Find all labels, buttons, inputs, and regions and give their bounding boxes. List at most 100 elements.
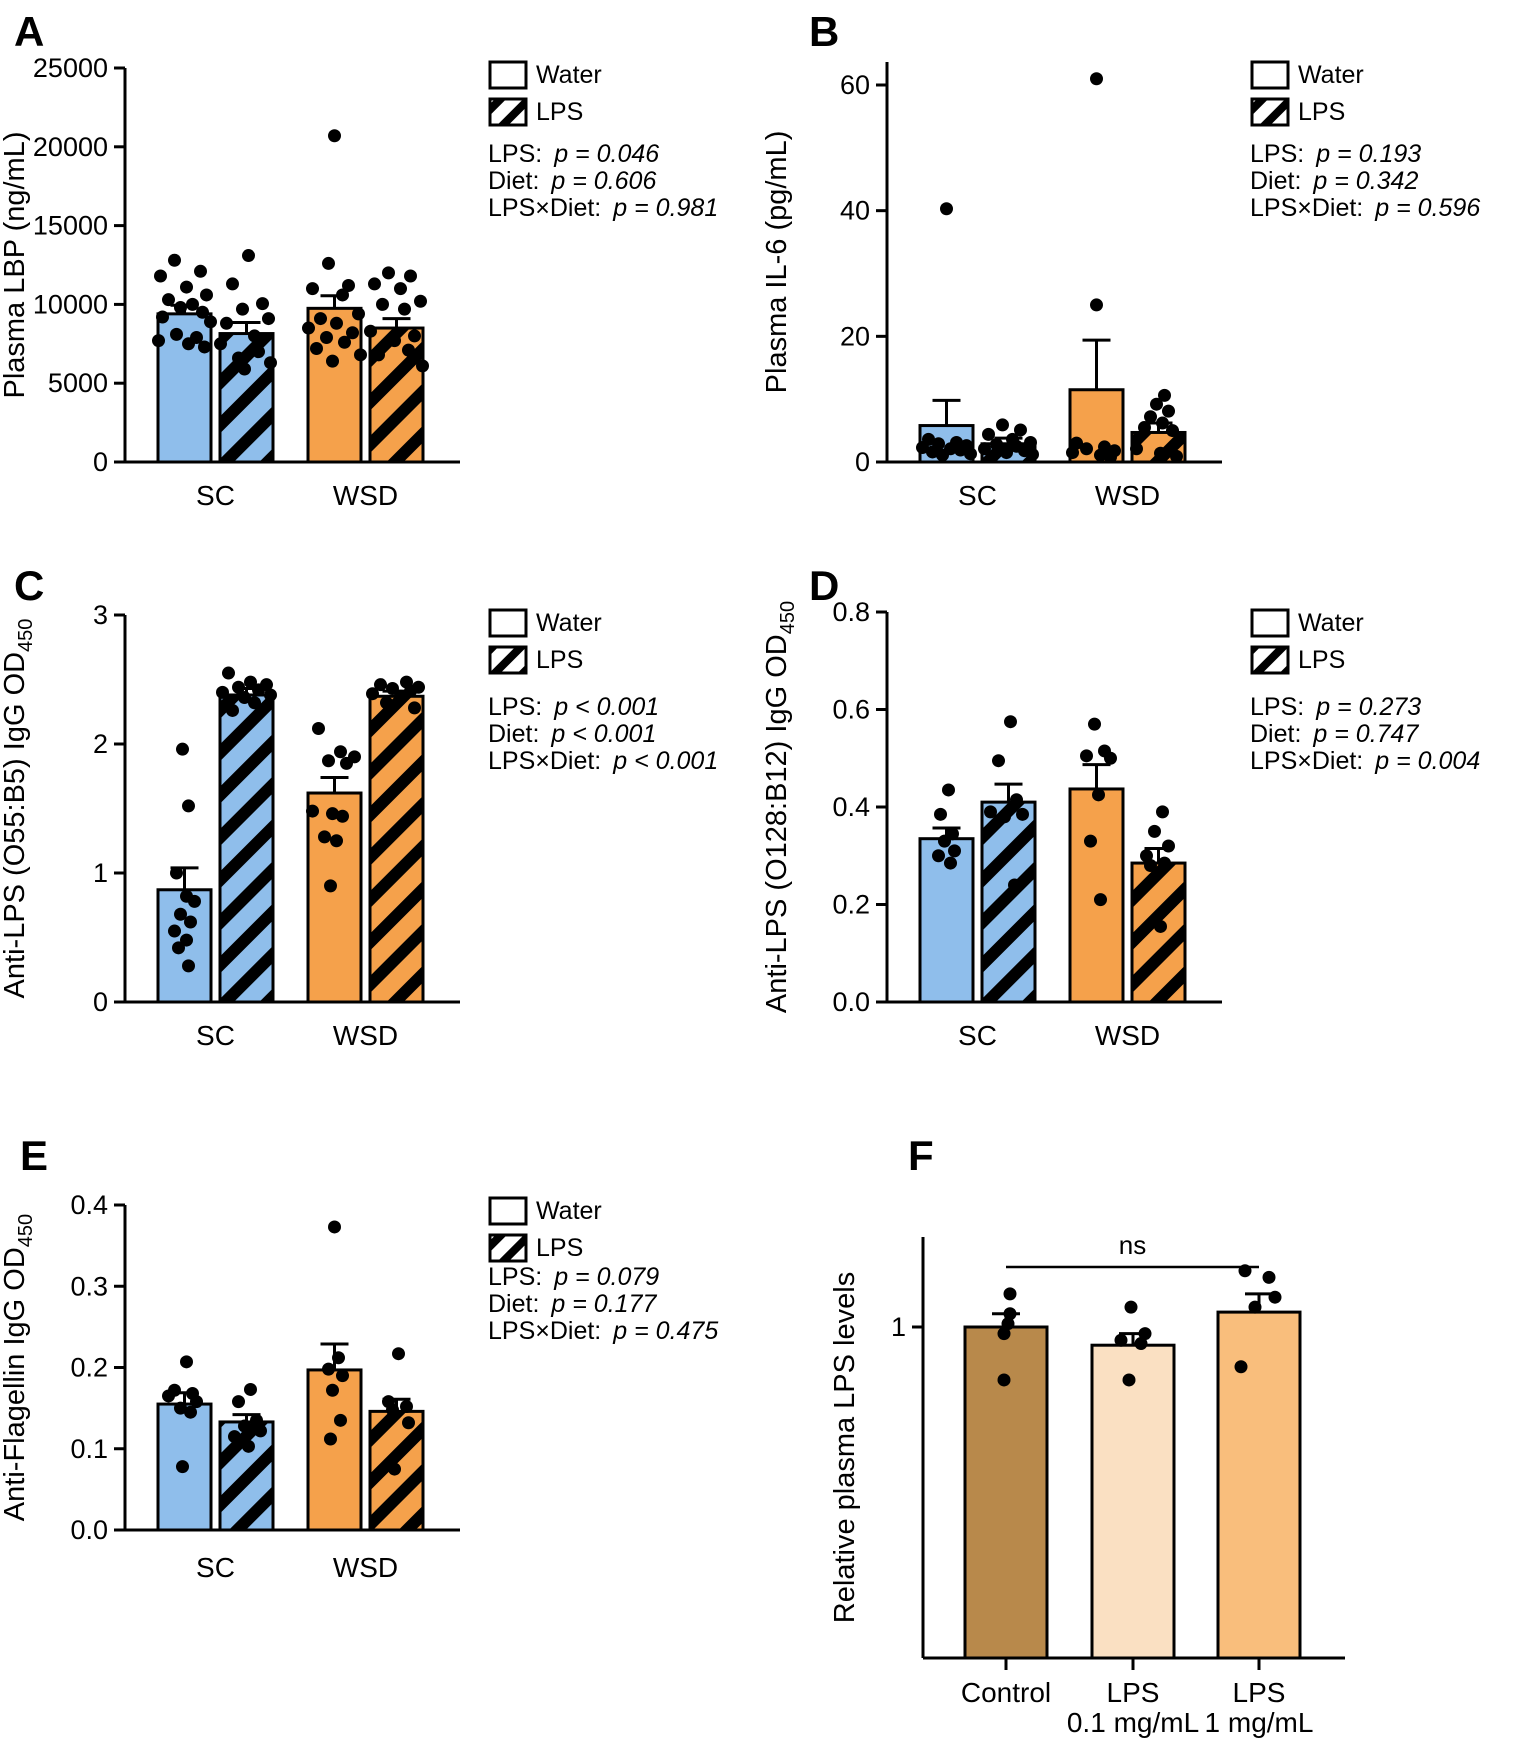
data-point [1000, 446, 1013, 460]
x-group-label: WSD [333, 1020, 398, 1051]
y-axis-label-subscript: 450 [777, 601, 799, 634]
data-point [264, 688, 277, 702]
data-point [938, 834, 951, 848]
x-group-label: SC [196, 1552, 235, 1583]
data-point [992, 754, 1005, 768]
data-point [998, 810, 1011, 824]
data-point [248, 696, 261, 710]
bar-lps-sc [980, 800, 1037, 1004]
data-point [182, 959, 195, 973]
data-point [1166, 424, 1179, 438]
y-axis-label-subscript: 450 [15, 619, 37, 652]
stats-factor: Diet: [1250, 720, 1301, 748]
stats-factor: LPS×Diet: [1250, 747, 1363, 775]
legend-swatch-open [488, 60, 528, 90]
x-group-label: SC [196, 1020, 235, 1051]
data-point [1124, 1300, 1138, 1314]
data-point [226, 277, 239, 291]
data-point [168, 924, 181, 938]
data-point [1156, 416, 1169, 430]
stats-p-value: p < 0.001 [553, 693, 659, 721]
data-point [252, 345, 265, 359]
data-point [184, 1405, 197, 1419]
y-tick-label: 1 [93, 858, 108, 888]
x-group-label: WSD [1095, 1020, 1160, 1051]
data-point [306, 282, 319, 296]
stats-line: LPS: p = 0.193 [1250, 140, 1421, 168]
data-point [174, 1401, 187, 1415]
data-point [990, 437, 1003, 451]
data-point [162, 293, 175, 307]
data-point [232, 680, 245, 694]
data-point [354, 348, 367, 362]
data-point [176, 742, 189, 756]
data-point [392, 1347, 405, 1361]
y-tick-label: 15000 [33, 211, 108, 241]
data-point [948, 844, 961, 858]
legend-label: Water [536, 61, 602, 89]
data-point [944, 856, 957, 870]
data-point [936, 448, 949, 462]
stats-factor: Diet: [488, 720, 539, 748]
y-tick-label: 25000 [33, 53, 108, 83]
legend-swatch-hatched [488, 645, 528, 675]
data-point [394, 282, 407, 296]
y-tick-label: 20 [840, 321, 870, 351]
bar-lps-sc [218, 693, 275, 1004]
data-point [1008, 878, 1021, 892]
stats-factor: LPS×Diet: [488, 194, 601, 222]
data-point [386, 1403, 399, 1417]
data-point [1004, 715, 1017, 729]
data-point [1144, 859, 1157, 872]
bar-lps-wsd [368, 326, 425, 464]
y-axis-label: Anti-LPS (O128:B12) IgG OD450 [762, 601, 799, 1013]
x-category-label: 1 mg/mL [1205, 1707, 1314, 1738]
y-tick-label: 10000 [33, 289, 108, 319]
panel-E: 0.0 0.1 0.2 0.3 0.4 Anti-Flagellin IgG OD450 S… [0, 1080, 762, 1738]
stats-line: LPS×Diet: p = 0.004 [1250, 747, 1480, 775]
data-point [324, 1432, 337, 1446]
data-point [232, 351, 245, 365]
bar-water-sc [918, 837, 975, 1004]
data-point [200, 288, 213, 302]
data-point [942, 783, 955, 797]
data-point [248, 329, 261, 343]
data-point [1094, 893, 1107, 907]
data-point [152, 334, 165, 348]
legend-swatch-hatched [488, 1233, 528, 1263]
panel-C: 0 1 2 3 Anti-LPS (O55:B5) IgG OD450 SC WSD Wate… [0, 540, 762, 1080]
data-point [216, 685, 229, 699]
bar-lps-wsd [368, 694, 425, 1004]
stats-p-value: p = 0.273 [1315, 693, 1421, 721]
data-point [326, 1383, 339, 1397]
y-axis-label-subscript: 450 [15, 1214, 37, 1247]
stats-factor: LPS×Diet: [1250, 194, 1363, 222]
data-point [336, 288, 349, 302]
data-point [168, 253, 181, 267]
data-point [174, 301, 187, 315]
data-point [1001, 1317, 1015, 1331]
legend-label: LPS [536, 98, 583, 126]
x-group-label: SC [958, 480, 997, 511]
legend-swatch-open [488, 608, 528, 638]
bar-lps-1-mg-ml- [1216, 1310, 1302, 1660]
data-point [214, 337, 227, 351]
legend-swatch-hatched [1250, 645, 1290, 675]
data-point [1090, 72, 1103, 86]
data-point [1026, 447, 1039, 461]
data-point [376, 297, 389, 311]
stats-factor: LPS: [1250, 140, 1304, 168]
stats-factor: Diet: [1250, 167, 1301, 195]
y-axis-label-text: Plasma IL-6 (pg/mL) [762, 131, 793, 394]
y-tick-label: 0.0 [70, 1515, 108, 1545]
data-point [336, 1369, 349, 1383]
data-point [334, 1413, 347, 1427]
data-point [954, 443, 967, 457]
y-tick-label: 60 [840, 70, 870, 100]
data-point [402, 1416, 415, 1430]
panel-letter: A [14, 8, 44, 55]
data-point [1144, 410, 1157, 424]
data-point [190, 1395, 203, 1409]
stats-line: LPS×Diet: p = 0.981 [488, 194, 718, 222]
